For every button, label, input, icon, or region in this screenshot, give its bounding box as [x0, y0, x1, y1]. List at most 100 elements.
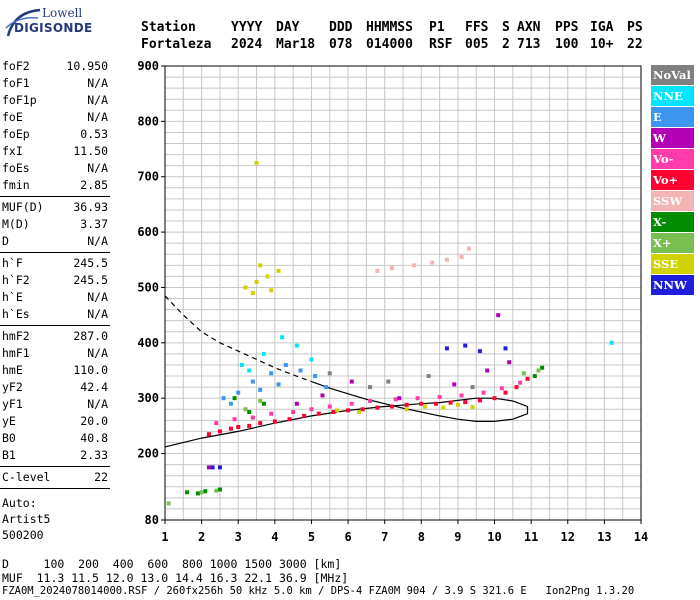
echo-point [206, 432, 211, 437]
echo-point [258, 263, 263, 268]
echo-point [415, 396, 420, 401]
header-label: FFS [465, 20, 489, 35]
param-value: N/A [87, 234, 108, 248]
param-label: hmE [2, 363, 23, 377]
echo-point [375, 405, 380, 410]
x-tick-label: 3 [235, 530, 242, 544]
echo-point [466, 246, 471, 251]
echo-point [518, 380, 523, 385]
param-row: hmF1 N/A [2, 345, 108, 362]
echo-point [492, 396, 497, 401]
param-label: foF2 [2, 59, 30, 73]
echo-point [507, 360, 512, 365]
param-value: 36.93 [73, 200, 108, 214]
echo-point [327, 404, 332, 409]
legend-item-nnw: NNW [651, 275, 694, 295]
param-value: 10.950 [66, 59, 108, 73]
echo-point [419, 401, 424, 406]
header-label: P1 [429, 20, 445, 35]
param-value: N/A [87, 290, 108, 304]
echo-point [258, 387, 263, 392]
param-value: N/A [87, 307, 108, 321]
param-value: 40.8 [80, 431, 108, 445]
param-value: 245.5 [73, 273, 108, 287]
echo-point [294, 343, 299, 348]
param-value: N/A [87, 346, 108, 360]
echo-point [298, 368, 303, 373]
echo-point [521, 371, 526, 376]
header-value: 2 [502, 37, 510, 52]
profile-curve-dashed [164, 295, 312, 383]
param-row: yF1 N/A [2, 396, 108, 413]
echo-point [448, 400, 453, 405]
param-label: foE [2, 110, 23, 124]
echo-point [217, 487, 222, 492]
separator [0, 488, 110, 489]
param-row: M(D) 3.37 [2, 216, 108, 233]
echo-point [386, 379, 391, 384]
param-row: yF2 42.4 [2, 379, 108, 396]
echo-point [254, 160, 259, 165]
param-label: h`Es [2, 307, 30, 321]
echo-point [430, 260, 435, 265]
echo-point [320, 393, 325, 398]
echo-point [254, 279, 259, 284]
autoscaling-text: 500200 [2, 528, 44, 542]
x-tick-label: 4 [271, 530, 278, 544]
echo-point [390, 266, 395, 271]
echo-point [609, 340, 614, 345]
param-row: h`F2 245.5 [2, 272, 108, 289]
legend-item-noval: NoVal [651, 65, 694, 85]
param-label: yF2 [2, 380, 23, 394]
echo-point [324, 385, 329, 390]
echo-point [335, 408, 340, 413]
y-tick-label: 700 [137, 170, 159, 184]
echo-point [404, 402, 409, 407]
header-value: 005 [465, 37, 489, 52]
separator [0, 196, 110, 197]
echo-point [294, 401, 299, 406]
echo-point [210, 465, 215, 470]
echo-point [265, 274, 270, 279]
param-label: M(D) [2, 217, 30, 231]
header-label: DDD [329, 20, 353, 35]
param-label: foEp [2, 127, 30, 141]
echo-point [243, 407, 248, 412]
echo-point [283, 362, 288, 367]
autoscaling-text: Artist5 [2, 512, 51, 526]
x-tick-label: 6 [344, 530, 351, 544]
echo-point [514, 385, 519, 390]
echo-point [470, 385, 475, 390]
param-value: N/A [87, 161, 108, 175]
footer-distance-row: D 100 200 400 600 800 1000 1500 3000 [km… [2, 557, 342, 571]
echo-point [368, 398, 373, 403]
param-label: h`F [2, 256, 23, 270]
y-tick-label: 800 [137, 114, 159, 128]
echo-point [455, 402, 460, 407]
echo-point [261, 401, 266, 406]
echo-point [258, 398, 263, 403]
header-label: S [502, 20, 510, 35]
header-label: Station [141, 20, 196, 35]
echo-point [444, 346, 449, 351]
echo-point [203, 489, 208, 494]
echo-point [426, 374, 431, 379]
x-tick-label: 13 [597, 530, 611, 544]
separator [0, 252, 110, 253]
param-row: C-level 22 [2, 469, 108, 486]
param-value: N/A [87, 76, 108, 90]
param-label: C-level [2, 470, 51, 484]
echo-point [463, 343, 468, 348]
footer-file-info: FZA0M_2024078014000.RSF / 260fx256h 50 k… [2, 585, 635, 597]
echo-point [239, 362, 244, 367]
legend-item-sse: SSE [651, 254, 694, 274]
param-row: foF2 10.950 [2, 58, 108, 75]
param-value: 20.0 [80, 414, 108, 428]
echo-point [525, 376, 530, 381]
echo-point [503, 346, 508, 351]
param-label: foEs [2, 161, 30, 175]
echo-point [540, 365, 545, 370]
x-tick-label: 7 [381, 530, 388, 544]
echo-point [349, 379, 354, 384]
